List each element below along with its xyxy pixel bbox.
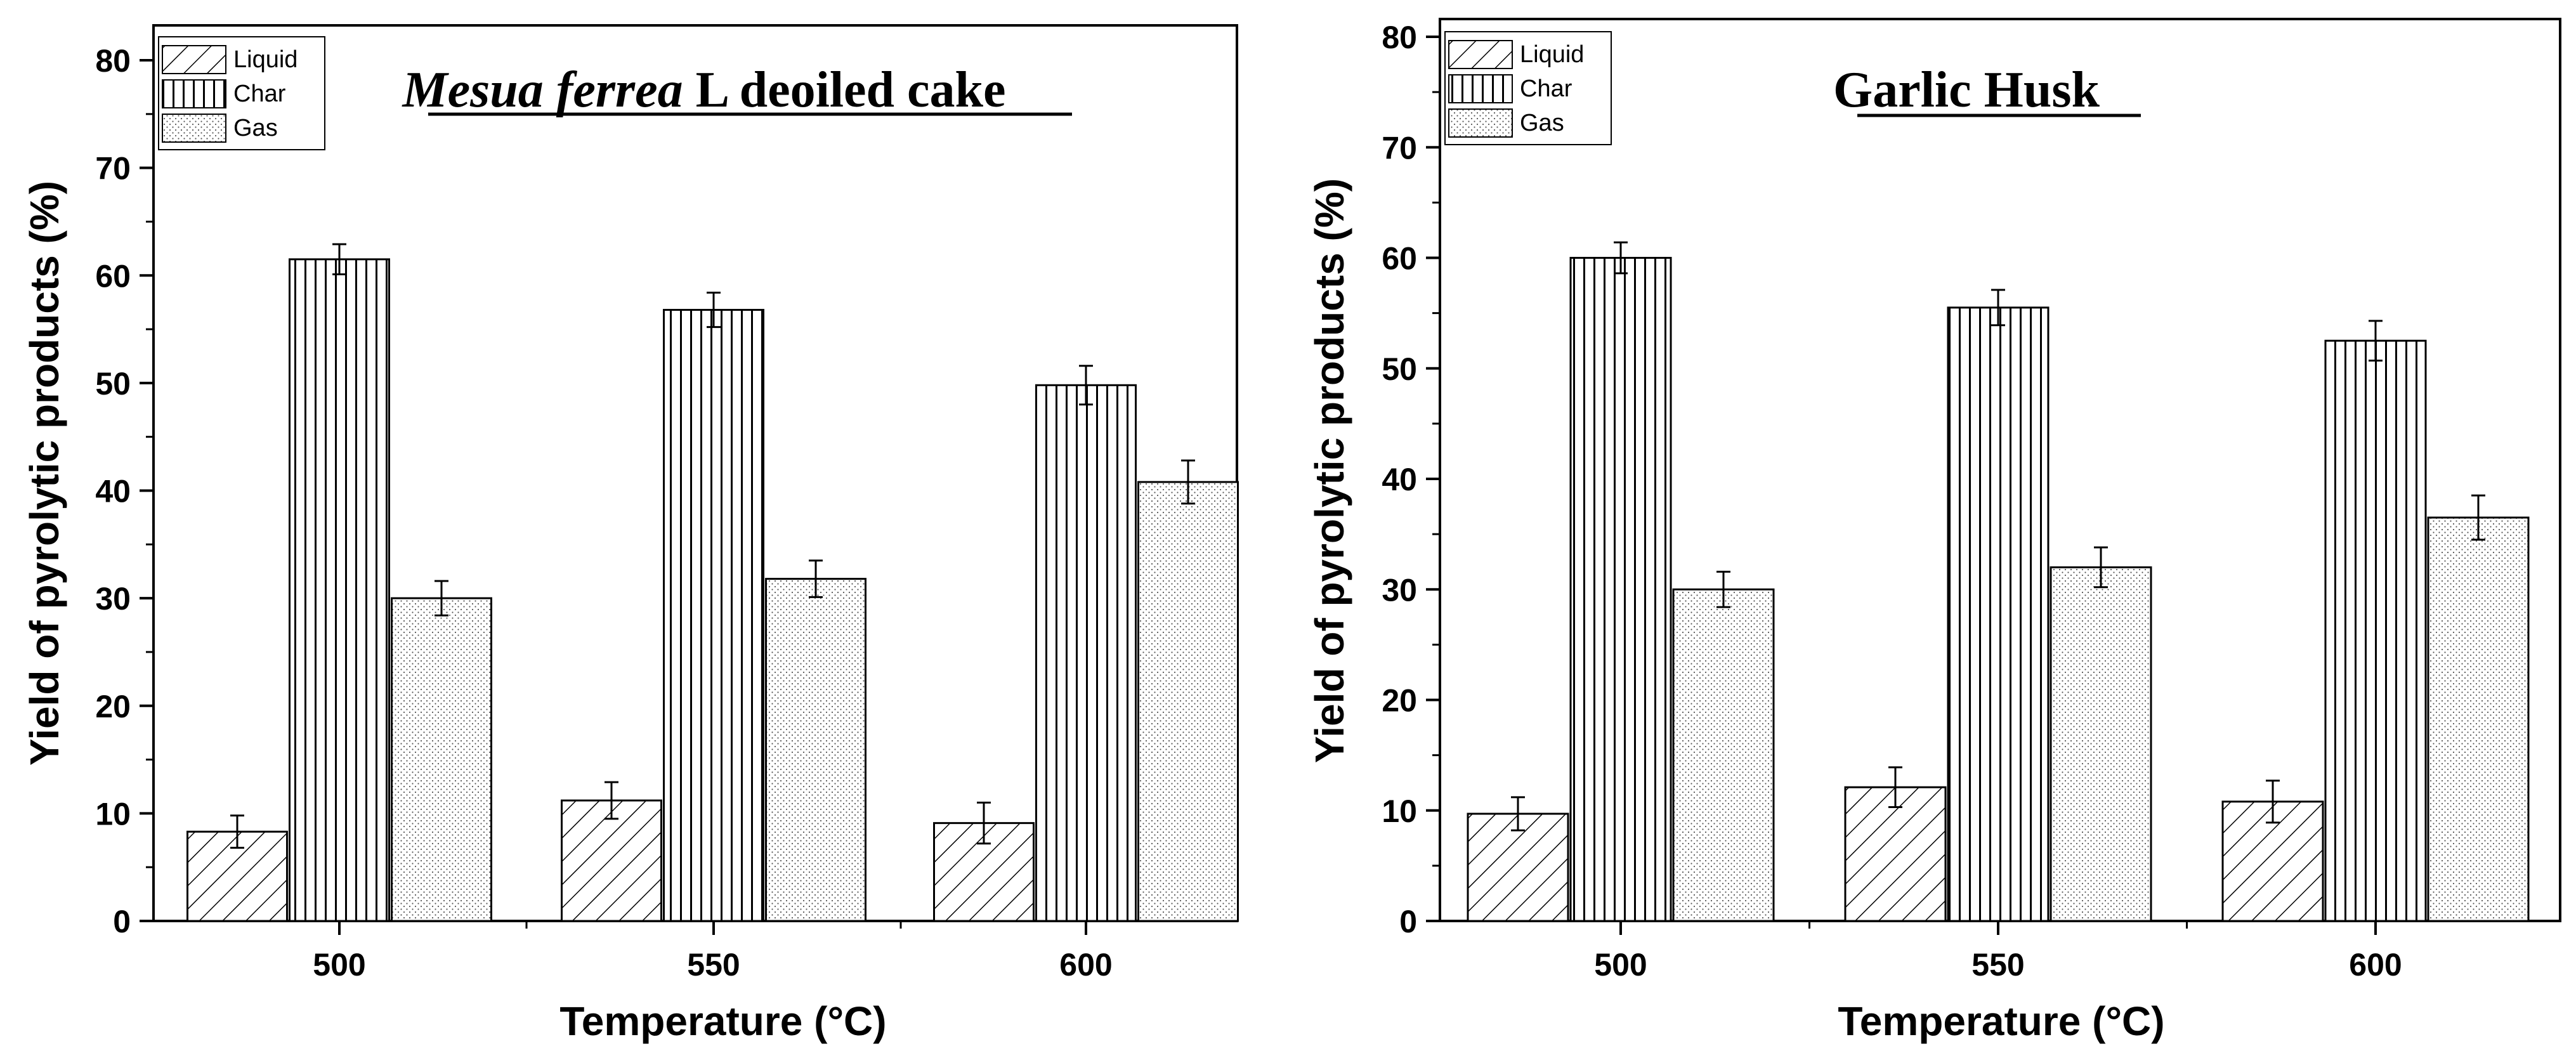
error-bar <box>1079 365 1093 406</box>
bar-gas <box>2427 516 2530 922</box>
error-bar <box>707 291 721 329</box>
legend-swatch-liquid <box>162 45 226 74</box>
error-bar <box>332 243 346 276</box>
error-bar <box>2094 546 2108 589</box>
error-bar <box>809 559 823 598</box>
legend-swatch-char <box>1448 74 1513 103</box>
error-bar <box>2369 320 2383 362</box>
bar-char <box>1569 257 1672 922</box>
bars <box>1467 241 2530 922</box>
legend: Liquid Char Gas <box>158 36 325 150</box>
legend-label-char: Char <box>233 81 286 107</box>
y-axis-label: Yield of pyrolytic products (%) <box>22 181 67 766</box>
y-tick-label: 80 <box>95 43 131 79</box>
legend-swatch-liquid <box>1448 40 1513 69</box>
y-tick-label: 30 <box>95 581 131 617</box>
error-bar <box>605 781 618 820</box>
error-bar <box>1614 241 1628 275</box>
bar-gas <box>2050 566 2152 922</box>
x-tick-label: 500 <box>1594 947 1647 982</box>
y-tick-label: 70 <box>95 151 131 186</box>
y-tick-label: 10 <box>95 796 131 832</box>
error-bar <box>435 580 448 617</box>
legend-label-gas: Gas <box>1520 110 1564 136</box>
error-bar <box>1181 459 1195 505</box>
bar-liquid <box>561 799 662 922</box>
y-tick-label: 0 <box>1399 904 1417 939</box>
chart-title: Garlic Husk <box>1833 62 2100 118</box>
legend-swatch-char <box>162 79 226 108</box>
legend-label-liquid: Liquid <box>233 46 297 73</box>
x-axis-label: Temperature (°C) <box>1838 998 2164 1044</box>
y-tick-label: 20 <box>1382 683 1417 719</box>
bar-char <box>1035 384 1137 922</box>
y-tick-label: 0 <box>113 904 131 939</box>
bars <box>186 243 1239 922</box>
error-bar <box>230 814 244 849</box>
chart-title-rest: L deoiled cake <box>683 62 1006 118</box>
error-bar <box>1888 766 1902 809</box>
bar-gas <box>765 578 866 922</box>
x-tick-label: 600 <box>2349 947 2402 982</box>
bar-char <box>2324 339 2427 922</box>
legend-label-liquid: Liquid <box>1520 41 1584 68</box>
bar-char <box>1947 306 2050 922</box>
error-bar <box>1511 796 1525 832</box>
error-bar <box>2266 780 2280 824</box>
bar-char <box>663 309 764 922</box>
x-axis-ticks: 500 550 600 <box>1594 921 2402 982</box>
y-tick-label: 80 <box>1382 20 1417 55</box>
bar-gas <box>391 597 492 922</box>
chart-title-rest: Garlic Husk <box>1833 62 2100 118</box>
y-tick-label: 40 <box>1382 462 1417 497</box>
x-axis-label: Temperature (°C) <box>559 998 886 1044</box>
bar-char <box>289 258 390 922</box>
y-tick-label: 30 <box>1382 572 1417 608</box>
x-tick-label: 600 <box>1059 947 1112 982</box>
y-tick-label: 60 <box>95 258 131 294</box>
x-tick-label: 550 <box>687 947 740 982</box>
bar-gas <box>1672 588 1775 922</box>
legend-label-gas: Gas <box>233 115 278 141</box>
y-axis-ticks: 0 10 20 30 40 50 60 70 80 <box>95 43 154 939</box>
error-bar <box>1991 289 2005 327</box>
y-axis-label: Yield of pyrolytic products (%) <box>1307 178 1352 763</box>
bar-gas <box>1137 481 1239 922</box>
x-axis-ticks: 500 550 600 <box>313 921 1113 982</box>
error-bar <box>1716 570 1730 608</box>
y-axis-ticks: 0 10 20 30 40 50 60 70 80 <box>1382 20 1440 939</box>
legend-label-char: Char <box>1520 75 1572 102</box>
chart-title: Mesua ferrea L deoiled cake <box>401 62 1005 118</box>
chart-title-italic: Mesua ferrea <box>401 62 683 118</box>
bar-liquid <box>2221 800 2324 922</box>
y-tick-label: 70 <box>1382 130 1417 166</box>
y-tick-label: 10 <box>1382 793 1417 829</box>
legend: Liquid Char Gas <box>1444 31 1612 145</box>
y-tick-label: 40 <box>95 474 131 509</box>
bar-liquid <box>1467 813 1569 922</box>
y-tick-label: 50 <box>1382 351 1417 387</box>
error-bar <box>977 801 991 845</box>
error-bar <box>2471 494 2485 541</box>
y-tick-label: 60 <box>1382 241 1417 277</box>
x-tick-label: 550 <box>1971 947 2024 982</box>
x-tick-label: 500 <box>313 947 365 982</box>
y-tick-label: 20 <box>95 689 131 724</box>
y-tick-label: 50 <box>95 366 131 401</box>
legend-swatch-gas <box>162 114 226 143</box>
legend-swatch-gas <box>1448 108 1513 138</box>
chart-panel-1: 0 10 20 30 40 50 60 70 80 500 550 600 Mesua ferrea… <box>22 24 1239 1044</box>
